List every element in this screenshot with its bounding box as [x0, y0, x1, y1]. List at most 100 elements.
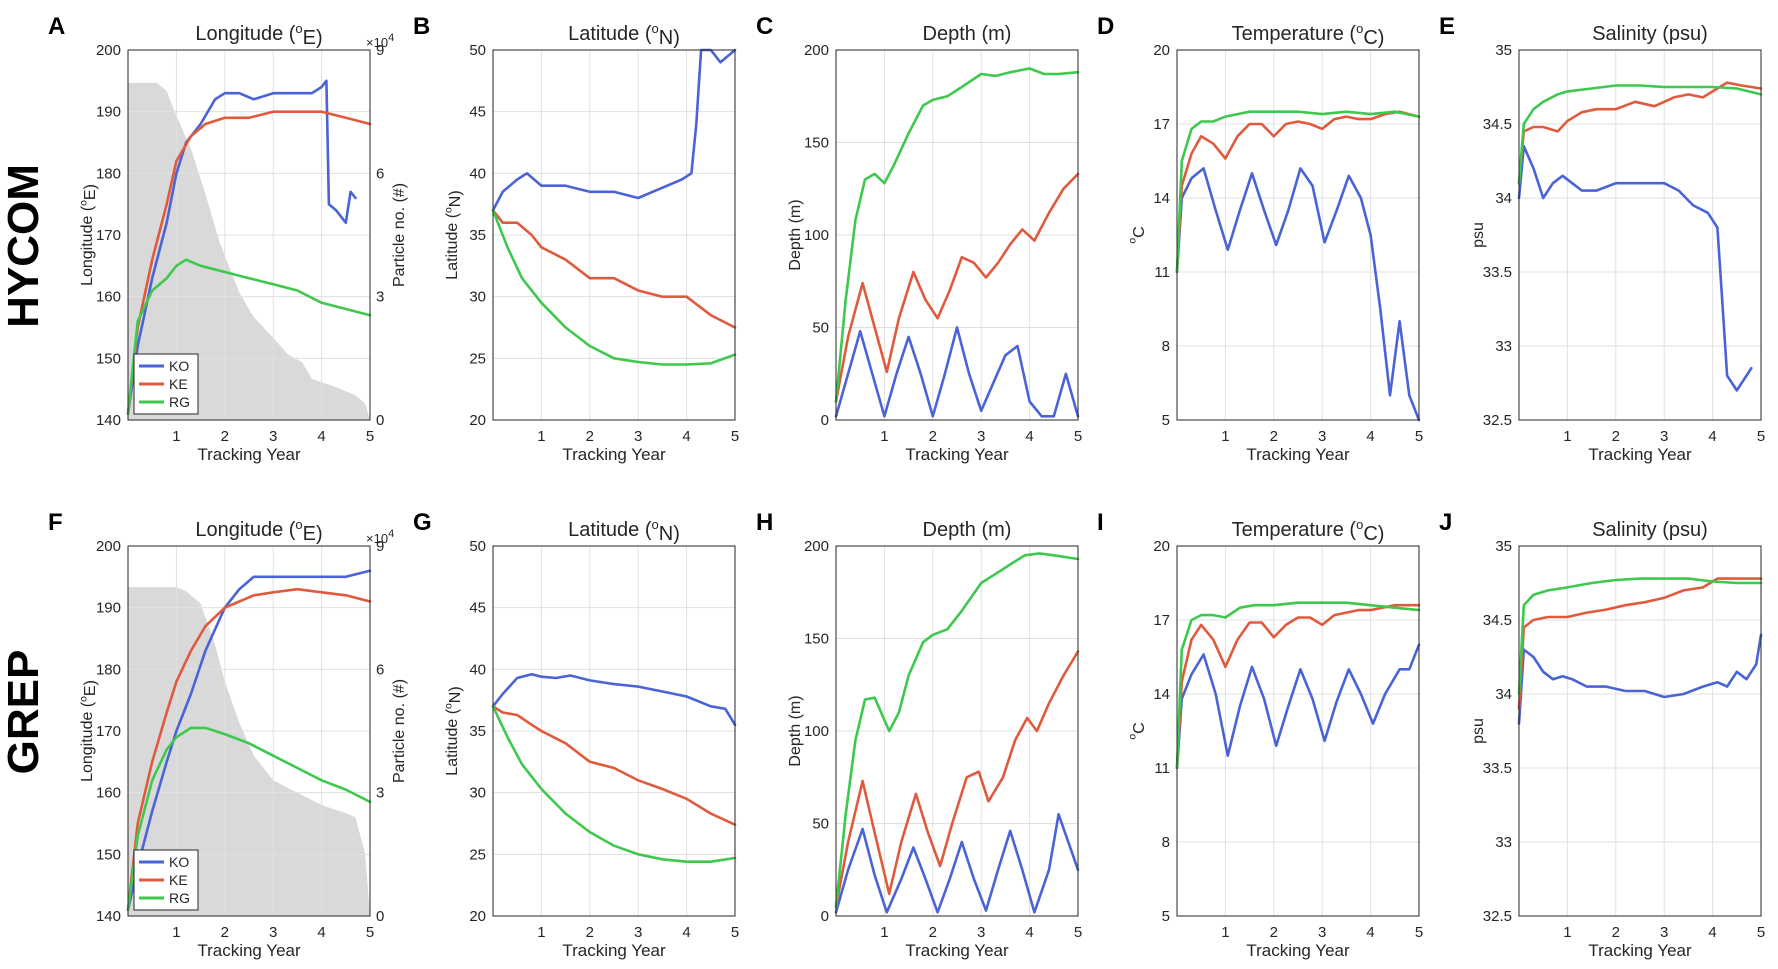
x-tick-label: 1	[1221, 924, 1229, 941]
x-tick-label: 1	[172, 428, 180, 445]
x-tick-label: 4	[317, 428, 325, 445]
x-tick-label: 4	[1708, 428, 1716, 445]
x-tick-label: 5	[1074, 924, 1082, 941]
y-tick-label: 11	[1154, 760, 1170, 777]
x-axis-label: Tracking Year	[197, 445, 301, 464]
chart-title: Temperature (oC)	[1232, 21, 1385, 49]
series-line-rg	[1517, 84, 1763, 185]
y-tick-label: 33	[1495, 834, 1512, 851]
y-tick-label: 40	[469, 661, 486, 678]
y-tick-label: 14	[1153, 190, 1170, 207]
y-axis-label: Depth (m)	[787, 695, 804, 766]
series-line-ke	[126, 587, 372, 912]
series-line-ke	[491, 704, 737, 827]
y-tick-label: 5	[1162, 412, 1170, 429]
axes-frame	[1176, 49, 1420, 421]
y-tick-label: 33.5	[1483, 760, 1512, 777]
y-tick-label: 190	[96, 104, 121, 121]
panel-letter: D	[1097, 13, 1114, 40]
y-axis-label: oC	[1127, 722, 1148, 739]
chart-panel-i: 1 2 3 4 5 5 8 11 14 17 20 Tracking Year oC Temperatur…	[1097, 509, 1423, 960]
x-tick-label: 2	[929, 428, 937, 445]
series-line-ko	[834, 326, 1080, 418]
series-line-ke	[1175, 110, 1421, 274]
chart-title: Longitude (oE)	[195, 517, 322, 545]
x-axis-label: Tracking Year	[1588, 941, 1692, 960]
y-axis-label: Depth (m)	[787, 199, 804, 270]
y-axis-label: Longitude (oE)	[78, 184, 99, 286]
y-tick-label: 50	[469, 42, 486, 59]
y-tick-label: 11	[1154, 264, 1170, 281]
series-line-ko	[834, 812, 1080, 914]
y-tick-label: 33	[1495, 338, 1512, 355]
y-axis-label: Latitude (oN)	[443, 190, 464, 279]
y-tick-label: 17	[1153, 116, 1170, 133]
series-line-ke	[1517, 577, 1763, 711]
series-line-rg	[834, 552, 1080, 909]
y-tick-label: 50	[469, 538, 486, 555]
y-tick-label: 140	[96, 908, 121, 925]
y-tick-label: 180	[96, 165, 121, 182]
x-tick-label: 4	[682, 924, 690, 941]
y2-tick-label: 3	[376, 289, 384, 306]
x-tick-label: 4	[1366, 924, 1374, 941]
x-tick-label: 5	[1757, 428, 1765, 445]
y-tick-label: 180	[96, 661, 121, 678]
chart-title: Salinity (psu)	[1592, 519, 1708, 541]
panel-letter: B	[413, 13, 430, 40]
x-tick-label: 5	[366, 428, 374, 445]
y-tick-label: 20	[1153, 42, 1170, 59]
y-tick-label: 14	[1153, 686, 1170, 703]
series-line-rg	[126, 258, 372, 416]
y-tick-label: 170	[96, 723, 121, 740]
x-tick-label: 3	[977, 924, 985, 941]
y-tick-label: 170	[96, 227, 121, 244]
series-line-ko	[491, 672, 737, 727]
x-tick-label: 3	[269, 428, 277, 445]
x-tick-label: 2	[1612, 924, 1620, 941]
x-axis-label: Tracking Year	[1246, 941, 1350, 960]
x-tick-label: 1	[880, 924, 888, 941]
y-tick-label: 35	[469, 227, 486, 244]
legend-label-ko: KO	[169, 854, 189, 870]
y-tick-label: 8	[1162, 338, 1170, 355]
y2-exponent-label: ×104	[366, 528, 394, 546]
x-tick-label: 1	[537, 924, 545, 941]
x-tick-label: 1	[1221, 428, 1229, 445]
x-tick-label: 5	[1074, 428, 1082, 445]
series-line-ko	[491, 48, 737, 212]
y-tick-label: 33.5	[1483, 264, 1512, 281]
x-axis-label: Tracking Year	[562, 445, 666, 464]
y-tick-label: 30	[469, 785, 486, 802]
x-axis-label: Tracking Year	[905, 445, 1009, 464]
x-tick-label: 1	[1563, 428, 1571, 445]
x-tick-label: 5	[731, 924, 739, 941]
x-tick-label: 3	[1318, 924, 1326, 941]
chart-legend: KO KE RG	[133, 353, 199, 415]
axes-frame	[1518, 545, 1762, 917]
y2-axis-label: Particle no. (#)	[391, 679, 408, 783]
series-line-ko	[1517, 633, 1763, 725]
axes-frame	[127, 545, 371, 917]
x-axis-label: Tracking Year	[1588, 445, 1692, 464]
series-line-ke	[1175, 603, 1421, 770]
series-line-ko	[1175, 643, 1421, 770]
y-tick-label: 150	[96, 846, 121, 863]
y-tick-label: 100	[804, 227, 829, 244]
y-tick-label: 20	[469, 412, 486, 429]
series-line-ke	[834, 650, 1080, 909]
x-tick-label: 4	[682, 428, 690, 445]
chart-panel-a: 1 2 3 4 5 140 150 160 170 180 190 200 Tracking Year L…	[48, 13, 408, 464]
y-tick-label: 32.5	[1483, 908, 1512, 925]
y-tick-label: 35	[1495, 42, 1512, 59]
y-tick-label: 17	[1153, 612, 1170, 629]
axes-frame	[1518, 49, 1762, 421]
chart-title: Temperature (oC)	[1232, 517, 1385, 545]
y-tick-label: 100	[804, 723, 829, 740]
y-tick-label: 20	[1153, 538, 1170, 555]
